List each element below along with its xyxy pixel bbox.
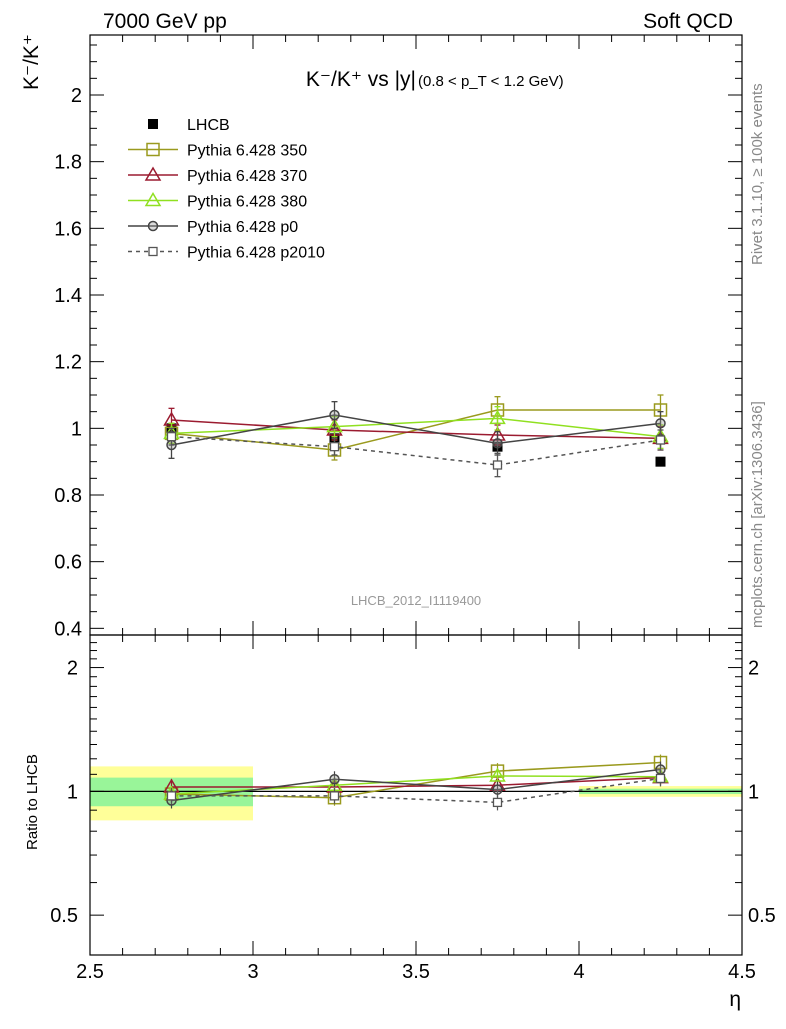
title-text: K⁻/K⁺ vs |y| (306, 68, 416, 91)
data-point (329, 409, 340, 421)
data-point (326, 418, 343, 433)
y-tick-label: 0.4 (54, 618, 82, 640)
ratio-data-point (166, 791, 177, 801)
legend-marker (147, 220, 159, 232)
ratio-data-point (655, 773, 666, 784)
series-line-4 (171, 414, 661, 446)
legend-label: Pythia 6.428 350 (187, 143, 307, 160)
legend-marker (148, 246, 158, 257)
data-point (166, 432, 177, 442)
main-title: K⁻/K⁺ vs |y| (306, 68, 416, 91)
ratio-panel: 0.5 0.5 1 1 2 2 2.5 3 3.5 4 4.5 (50, 634, 776, 983)
y-tick-label: 1.6 (54, 218, 82, 240)
process-label: Soft QCD (643, 10, 733, 33)
data-point (655, 418, 666, 429)
y-tick-label: 0.8 (54, 485, 82, 507)
legend-item: LHCB (148, 117, 230, 134)
legend-label: Pythia 6.428 370 (187, 168, 307, 185)
series-4 (166, 401, 666, 459)
legend-item: Pythia 6.428 370 (128, 166, 307, 185)
ratio-data-point (329, 791, 340, 801)
rivet-label: Rivet 3.1.10, ≥ 100k events (749, 83, 766, 265)
legend-label: Pythia 6.428 380 (187, 194, 307, 211)
y-tick-label: 1 (71, 418, 82, 440)
ratio-y-tick-label: 0.5 (50, 905, 78, 927)
main-panel: 0.4 0.6 0.8 1 1.2 1.4 1.6 1.8 2 (54, 34, 743, 640)
analysis-watermark: LHCB_2012_I1119400 (351, 593, 481, 608)
y-tick-label: 0.6 (54, 552, 82, 574)
legend-label: Pythia 6.428 p0 (187, 219, 298, 236)
legend-marker (148, 119, 158, 129)
title-note: (0.8 < p_T < 1.2 GeV) (418, 73, 564, 90)
data-point (655, 435, 666, 445)
y-axis-label: K⁻/K⁺ (20, 34, 43, 90)
ratio-y-tick-label-right: 2 (748, 658, 759, 680)
series-3 (163, 406, 669, 449)
y-tick-label: 1.8 (54, 152, 82, 174)
legend-marker (146, 142, 160, 157)
legend-marker (144, 166, 162, 181)
x-tick-label: 3.5 (402, 961, 430, 983)
ratio-data-point (492, 784, 503, 795)
ratio-data-point (329, 774, 340, 785)
ratio-y-tick-label: 1 (67, 781, 78, 803)
x-axis-label: η (729, 988, 741, 1011)
series-line-3 (171, 417, 661, 438)
legend-item: Pythia 6.428 p2010 (128, 245, 325, 262)
legend-item: Pythia 6.428 p0 (128, 219, 298, 236)
ratio-series-line-3 (171, 768, 661, 802)
data-point (489, 409, 506, 425)
data-point (492, 438, 503, 449)
ratio-y-tick-label: 2 (67, 658, 78, 680)
x-tick-label: 3 (247, 961, 258, 983)
data-point (329, 442, 340, 452)
ratio-series-line-1 (171, 776, 661, 788)
legend: LHCB Pythia 6.428 350 Pythia 6.428 370 Pyth… (128, 117, 325, 262)
legend-label: LHCB (187, 117, 230, 134)
ratio-data-point (492, 797, 503, 808)
series-1 (164, 394, 668, 461)
ratio-series-4 (166, 770, 666, 811)
series-line-2 (171, 419, 661, 440)
y-tick-label: 2 (71, 85, 82, 107)
data-point (492, 460, 503, 470)
y-tick-label: 1.2 (54, 352, 82, 374)
series-5 (166, 427, 666, 478)
mcplots-label: mcplots.cern.ch [arXiv:1306.3436] (749, 401, 766, 628)
y-tick-label: 1.4 (54, 285, 82, 307)
collision-label: 7000 GeV pp (103, 10, 227, 33)
legend-item: Pythia 6.428 380 (128, 192, 307, 211)
ratio-data-point (489, 767, 506, 782)
ratio-series-line-4 (171, 777, 661, 804)
x-tick-label: 2.5 (76, 961, 104, 983)
x-tick-label: 4 (573, 961, 584, 983)
series-line-5 (171, 435, 661, 466)
legend-marker (144, 192, 162, 207)
legend-label: Pythia 6.428 p2010 (187, 245, 325, 262)
ratio-y-tick-label-right: 1 (748, 781, 759, 803)
legend-item: Pythia 6.428 350 (128, 143, 307, 160)
x-tick-label: 4.5 (728, 961, 756, 983)
ratio-y-axis-label: Ratio to LHCB (24, 754, 41, 850)
data-point (655, 456, 666, 467)
ratio-y-tick-label-right: 0.5 (748, 905, 776, 927)
